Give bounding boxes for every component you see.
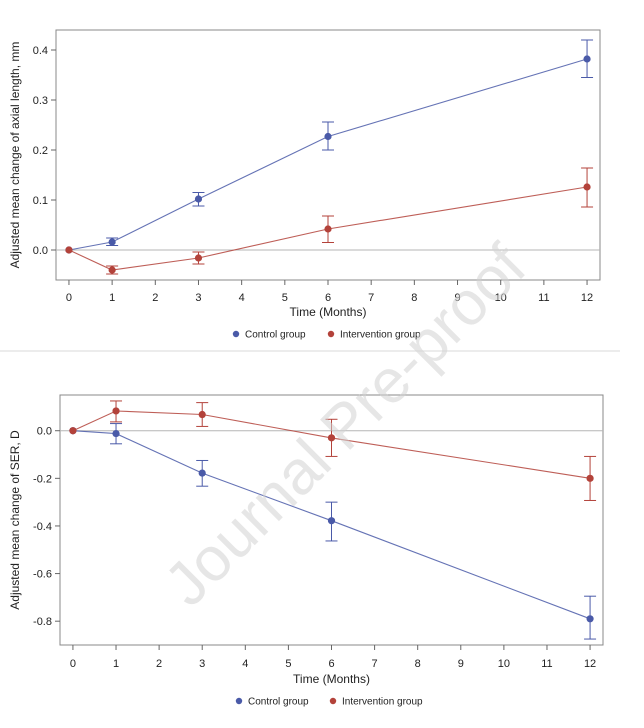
chart1-x-tick-label: 10 [495,292,507,304]
watermark-text: Journal Pre-proof [152,231,540,619]
chart1-x-tick-label: 4 [239,292,245,304]
chart2-y-tick-label: -0.6 [33,569,52,581]
chart1-series-control-point [583,55,591,63]
chart1-series-intervention-point [108,266,116,274]
chart2-legend-marker [235,697,243,705]
chart2-y-tick-label: -0.8 [33,616,52,628]
chart2-series-intervention-point [586,474,594,482]
chart2-series-control-point [198,469,206,477]
chart1-series-intervention-point [324,225,332,233]
chart1-x-tick-label: 1 [109,292,115,304]
chart2-x-tick-label: 12 [584,658,596,670]
chart2-y-axis-title: Adjusted mean change of SER, D [8,430,22,610]
chart1-legend-label: Intervention group [340,330,421,341]
chart1-x-tick-label: 3 [195,292,201,304]
chart1-x-tick-label: 6 [325,292,331,304]
chart2-x-tick-label: 5 [285,658,291,670]
chart2-x-tick-label: 7 [372,658,378,670]
chart1-y-tick-label: 0.2 [33,145,48,157]
chart2-series-control-point [586,615,594,623]
chart2-series-control-point [112,429,120,438]
chart2-y-tick-label: -0.4 [33,521,52,533]
chart2-x-tick-label: 10 [498,658,510,670]
chart2-x-tick-label: 9 [458,658,464,670]
chart2-x-axis-title: Time (Months) [293,672,370,686]
chart2-legend-label: Control group [248,697,309,708]
chart2-x-tick-label: 1 [113,658,119,670]
chart2-series-control-point [327,517,336,525]
chart1-series-intervention-point [583,183,591,191]
chart1-x-tick-label: 7 [368,292,374,304]
chart1-x-tick-label: 12 [581,292,593,304]
chart1-legend-marker [327,330,335,338]
chart1-x-tick-label: 9 [454,292,460,304]
chart1-series-control-point [108,238,116,246]
chart1-x-tick-label: 11 [538,292,549,304]
chart1-x-tick-label: 0 [66,292,72,304]
chart1-legend-label: Control group [245,330,306,341]
chart2-legend-marker [329,697,337,705]
chart1-series-intervention [65,167,594,275]
chart2-series-intervention-point [112,407,120,415]
chart1-series-intervention-point [194,254,203,262]
chart2-y-tick-label: -0.2 [33,473,52,485]
chart1-series-control-point [194,195,203,203]
chart2-legend-label: Intervention group [342,697,423,708]
chart1-x-tick-label: 5 [282,292,288,304]
chart2-series-intervention [69,400,597,501]
chart1-y-tick-label: 0.4 [33,45,48,57]
chart1-x-tick-label: 8 [411,292,417,304]
chart2-series-intervention-point [69,427,77,435]
chart2-x-tick-label: 0 [70,658,76,670]
chart2-panel: 0 1 2 3 4 5 6 7 8 9 10 11 120.0-0.2-0.4-0.6-0.8Time … [8,394,604,708]
chart2-x-tick-label: 2 [156,658,162,670]
chart2-y-tick-label: 0.0 [37,426,52,438]
chart1-x-axis-title: Time (Months) [290,305,367,319]
chart1-y-tick-label: 0.1 [33,195,48,207]
chart2-x-tick-label: 4 [242,658,248,670]
chart2-x-tick-label: 3 [199,658,205,670]
chart1-legend-marker [232,330,240,338]
chart2-series-intervention-point [198,410,206,419]
chart1-series-control [65,39,594,254]
chart2-series-control [69,423,597,640]
chart1-y-axis-title: Adjusted mean change of axial length, mm [8,42,22,269]
chart1-series-control-point [324,132,332,141]
chart1-x-tick-label: 2 [152,292,158,304]
chart1-series-intervention-point [65,246,73,254]
chart1-y-tick-label: 0.3 [33,95,48,107]
chart2-x-tick-label: 6 [328,658,334,670]
chart2-series-intervention-point [327,434,336,442]
chart1-y-tick-label: 0.0 [33,245,48,257]
chart2-x-tick-label: 11 [541,658,552,670]
chart2-x-tick-label: 8 [415,658,421,670]
